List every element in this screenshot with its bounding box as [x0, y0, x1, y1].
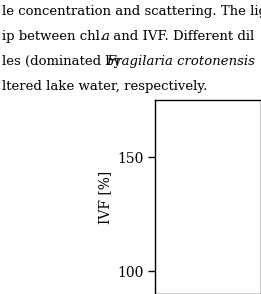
Text: le concentration and scattering. The ligh: le concentration and scattering. The lig…	[2, 5, 261, 18]
Text: and IVF. Different dil: and IVF. Different dil	[109, 30, 254, 43]
Text: les (dominated by: les (dominated by	[2, 55, 126, 68]
Text: a: a	[102, 30, 110, 43]
Text: ltered lake water, respectively.: ltered lake water, respectively.	[2, 80, 207, 93]
Y-axis label: IVF [%]: IVF [%]	[98, 171, 112, 224]
Text: Fragilaria crotonensis: Fragilaria crotonensis	[106, 55, 255, 68]
Text: ip between chl.: ip between chl.	[2, 30, 108, 43]
